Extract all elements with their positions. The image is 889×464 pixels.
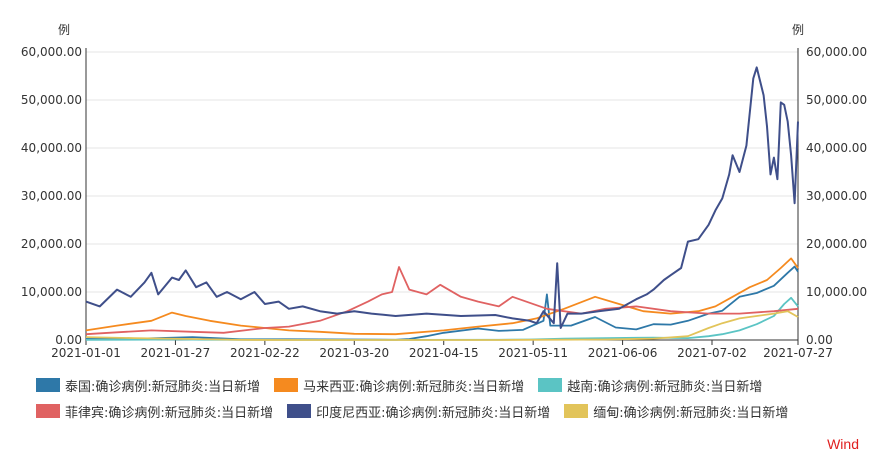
y-tick-label-left: 60,000.00 bbox=[21, 45, 82, 59]
series-line-4 bbox=[85, 66, 799, 329]
legend-label: 越南:确诊病例:新冠肺炎:当日新增 bbox=[567, 379, 763, 395]
series-line-5 bbox=[85, 310, 799, 341]
y-tick-label-left: 10,000.00 bbox=[21, 285, 82, 299]
tick-labels: 例 例 0.00 0.00 10,000.00 10,000.00 20,000.00 2… bbox=[21, 23, 867, 360]
x-tick-label: 2021-07-02 bbox=[677, 346, 747, 360]
legend-row: 菲律宾:确诊病例:新冠肺炎:当日新增 印度尼西亚:确诊病例:新冠肺炎:当日新增 … bbox=[36, 398, 796, 424]
legend-item-thailand[interactable]: 泰国:确诊病例:新冠肺炎:当日新增 bbox=[36, 376, 260, 395]
grid-lines bbox=[86, 51, 798, 341]
x-tick-label: 2021-03-20 bbox=[319, 346, 389, 360]
y-tick-label-left: 0.00 bbox=[55, 333, 82, 347]
legend-swatch bbox=[287, 404, 312, 418]
y-tick-label-right: 20,000.00 bbox=[806, 237, 867, 251]
legend-row: 泰国:确诊病例:新冠肺炎:当日新增 马来西亚:确诊病例:新冠肺炎:当日新增 越南… bbox=[36, 372, 796, 398]
legend-item-philippines[interactable]: 菲律宾:确诊病例:新冠肺炎:当日新增 bbox=[36, 402, 273, 421]
x-tick-label: 2021-01-01 bbox=[51, 346, 121, 360]
series-line-0 bbox=[85, 265, 799, 341]
y-tick-label-right: 10,000.00 bbox=[806, 285, 867, 299]
legend-swatch bbox=[274, 378, 299, 392]
legend-swatch bbox=[564, 404, 589, 418]
y-tick-label-left: 50,000.00 bbox=[21, 93, 82, 107]
series-lines bbox=[85, 66, 799, 341]
legend-label: 缅甸:确诊病例:新冠肺炎:当日新增 bbox=[593, 405, 789, 421]
x-tick-label: 2021-06-06 bbox=[588, 346, 658, 360]
x-tick-label: 2021-04-15 bbox=[409, 346, 479, 360]
x-tick-label: 2021-01-27 bbox=[141, 346, 211, 360]
y-tick-label-left: 30,000.00 bbox=[21, 189, 82, 203]
y-tick-label-left: 40,000.00 bbox=[21, 141, 82, 155]
legend-swatch bbox=[36, 378, 60, 392]
x-tick-label: 2021-02-22 bbox=[230, 346, 300, 360]
legend-item-vietnam[interactable]: 越南:确诊病例:新冠肺炎:当日新增 bbox=[538, 376, 762, 395]
y-tick-label-left: 20,000.00 bbox=[21, 237, 82, 251]
y-tick-label-right: 40,000.00 bbox=[806, 141, 867, 155]
y-tick-label-right: 30,000.00 bbox=[806, 189, 867, 203]
x-tick-label: 2021-07-27 bbox=[763, 346, 833, 360]
y-tick-label-right: 60,000.00 bbox=[806, 45, 867, 59]
legend-label: 菲律宾:确诊病例:新冠肺炎:当日新增 bbox=[65, 405, 274, 421]
legend-item-myanmar[interactable]: 缅甸:确诊病例:新冠肺炎:当日新增 bbox=[564, 402, 788, 421]
x-tick-label: 2021-05-11 bbox=[498, 346, 568, 360]
y-unit-right: 例 bbox=[792, 23, 804, 37]
y-unit-left: 例 bbox=[58, 23, 70, 37]
legend-label: 印度尼西亚:确诊病例:新冠肺炎:当日新增 bbox=[316, 405, 551, 421]
legend-swatch bbox=[36, 404, 60, 418]
source-label: Wind bbox=[827, 436, 859, 452]
legend-swatch bbox=[538, 378, 563, 392]
series-line-1 bbox=[85, 257, 799, 336]
legend-item-indonesia[interactable]: 印度尼西亚:确诊病例:新冠肺炎:当日新增 bbox=[287, 402, 550, 421]
legend-label: 泰国:确诊病例:新冠肺炎:当日新增 bbox=[65, 379, 261, 395]
legend: 泰国:确诊病例:新冠肺炎:当日新增 马来西亚:确诊病例:新冠肺炎:当日新增 越南… bbox=[36, 372, 796, 424]
legend-item-malaysia[interactable]: 马来西亚:确诊病例:新冠肺炎:当日新增 bbox=[274, 376, 524, 395]
y-tick-label-right: 50,000.00 bbox=[806, 93, 867, 107]
legend-label: 马来西亚:确诊病例:新冠肺炎:当日新增 bbox=[303, 379, 525, 395]
y-tick-label-right: 0.00 bbox=[806, 333, 833, 347]
series-line-3 bbox=[85, 266, 799, 336]
